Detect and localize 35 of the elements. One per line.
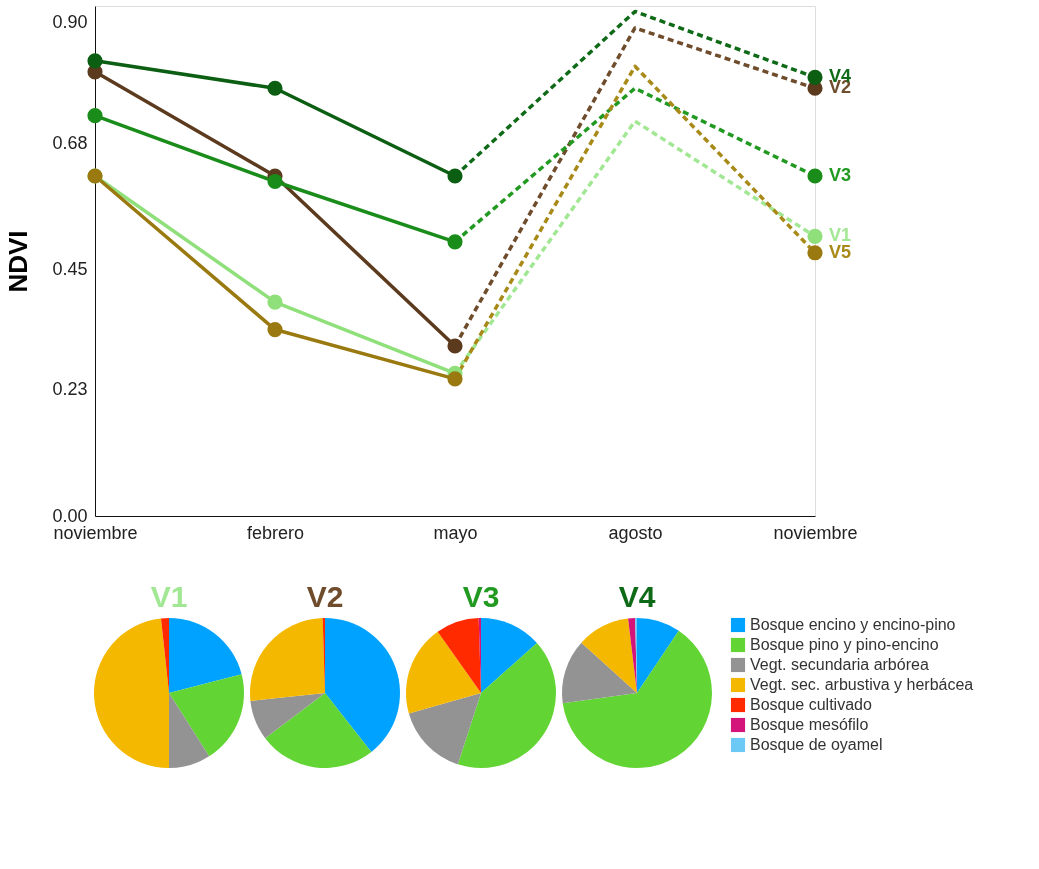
y-tick-label: 0.68 — [52, 132, 88, 153]
point — [447, 168, 463, 184]
series-label: V3 — [829, 165, 852, 185]
point — [807, 245, 823, 261]
x-tick-label: agosto — [608, 522, 663, 543]
y-axis-title: NDVI — [3, 230, 34, 293]
point — [807, 168, 823, 184]
point — [447, 234, 463, 250]
slice-label: V1 — [150, 580, 188, 613]
legend-label: Bosque de oyamel — [750, 736, 883, 753]
slice-label: V4 — [618, 580, 656, 613]
slice-label: V2 — [306, 580, 344, 613]
point — [267, 321, 283, 338]
legend-label: Bosque encino y encino-pino — [750, 616, 956, 633]
slice-label: V3 — [462, 580, 500, 613]
legend-label: Bosque mesófilo — [750, 716, 869, 733]
y-tick-label: 0.45 — [52, 258, 88, 279]
point — [267, 294, 283, 310]
x-tick-label: febrero — [246, 522, 305, 543]
legend-label: Vegt. secundaria arbórea — [750, 656, 929, 673]
point — [267, 80, 283, 96]
legend-label: Bosque cultivado — [750, 696, 872, 713]
point — [267, 173, 283, 190]
x-tick-label: noviembre — [773, 522, 858, 543]
x-tick-label: mayo — [433, 522, 478, 543]
y-tick-label: 0.90 — [52, 11, 88, 32]
point — [87, 53, 103, 69]
y-tick-label: 0.23 — [52, 379, 88, 400]
point — [447, 338, 463, 354]
point — [87, 108, 103, 124]
point — [807, 69, 823, 85]
legend-label: Bosque pino y pino-encino — [750, 636, 939, 653]
point — [447, 371, 463, 387]
legend-label: Vegt. sec. arbustiva y herbácea — [750, 676, 974, 693]
point — [807, 228, 823, 244]
